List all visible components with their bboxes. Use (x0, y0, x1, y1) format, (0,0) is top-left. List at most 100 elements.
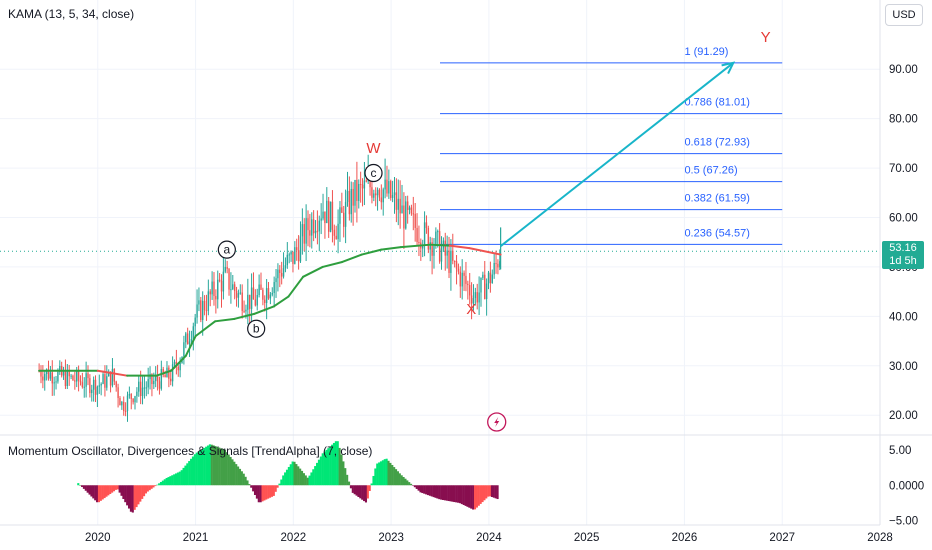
candle-body (85, 373, 87, 387)
candle-body (474, 292, 477, 299)
histogram-bar (410, 483, 413, 486)
candle-body (369, 176, 371, 188)
candle-body (324, 211, 326, 224)
candle-body (119, 397, 121, 406)
candle-body (226, 266, 228, 269)
candle-body (94, 379, 97, 395)
histogram-bar (206, 445, 210, 486)
price-candles (38, 154, 502, 422)
candle-body (72, 375, 74, 381)
candle-body (311, 219, 313, 236)
currency-button[interactable]: USD (885, 4, 923, 26)
candle-body (465, 275, 467, 284)
histogram-bar (462, 485, 465, 506)
histogram-bar (116, 485, 119, 490)
candle-body (435, 231, 437, 246)
histogram-bar (316, 462, 319, 486)
projection-arrow[interactable] (500, 61, 736, 247)
candle-body (273, 282, 275, 294)
histogram-bar (284, 472, 287, 486)
wave-circle-b (247, 319, 266, 338)
candle-body (185, 333, 187, 343)
histogram-bar (479, 485, 482, 504)
candle-body (207, 291, 210, 311)
candle-body (453, 260, 456, 262)
histogram-bar (402, 477, 405, 486)
candle-body (215, 296, 217, 300)
histogram-bar (344, 468, 347, 486)
candle-body (124, 410, 127, 412)
histogram-bar (216, 446, 219, 486)
histogram-bar (449, 485, 452, 502)
histogram-bar (287, 466, 290, 486)
candle-body (158, 381, 161, 389)
candle-body (288, 254, 290, 256)
candle-body (450, 250, 452, 273)
histogram-bar (428, 485, 431, 496)
histogram-bar (440, 485, 443, 500)
histogram-bar (312, 469, 315, 486)
candle-body (190, 339, 193, 342)
kama-segment (214, 317, 236, 323)
histogram-bar (146, 485, 149, 492)
kama-segment (341, 253, 363, 263)
histogram-bar (436, 485, 439, 499)
candle-body (322, 211, 324, 219)
candle-body (40, 370, 42, 377)
histogram-bar (490, 485, 493, 497)
candle-body (121, 401, 123, 406)
histogram-bar (112, 485, 116, 492)
histogram-bar (257, 485, 260, 503)
histogram-bar (169, 476, 172, 486)
wave-circle-a (217, 240, 236, 259)
candle-body (280, 273, 283, 277)
histogram-bar (246, 480, 249, 486)
wave-label-a: a (224, 243, 231, 257)
histogram-bar (137, 485, 140, 505)
price-tick-label: 80.00 (889, 114, 918, 126)
histogram-bar (182, 467, 185, 486)
candle-body (111, 368, 114, 386)
histogram-bar (432, 485, 435, 498)
histogram-bar (158, 483, 161, 486)
candle-body (264, 299, 266, 304)
candle-body (457, 268, 460, 272)
candle-body (472, 298, 475, 304)
candle-body (154, 375, 157, 381)
candle-body (76, 371, 78, 382)
histogram-bar (468, 485, 471, 508)
histogram-bar (413, 485, 416, 488)
fib-level-label: 0.786 (81.01) (684, 97, 749, 109)
candle-body (62, 371, 65, 376)
histogram-bar (122, 485, 125, 499)
histogram-bar (124, 485, 127, 503)
histogram-bar (103, 485, 106, 499)
histogram-bar (466, 485, 469, 507)
candle-body (326, 200, 328, 224)
kama-segment (468, 247, 502, 256)
candle-body (491, 274, 493, 283)
oscillator-histogram (77, 441, 499, 513)
candle-body (232, 284, 234, 290)
histogram-bar (334, 441, 337, 486)
candle-body (230, 289, 232, 291)
histogram-bar (496, 485, 499, 500)
candle-body (395, 192, 398, 210)
kama-line (38, 243, 502, 377)
candle-body (386, 179, 388, 194)
candle-body (141, 387, 144, 397)
histogram-bar (472, 485, 475, 510)
histogram-bar (357, 485, 360, 497)
candle-body (335, 235, 337, 240)
candle-body (147, 379, 149, 388)
histogram-bar (364, 485, 368, 503)
histogram-bar (425, 485, 428, 495)
histogram-bar (156, 484, 159, 486)
histogram-bar (225, 452, 228, 486)
histogram-bar (487, 485, 490, 497)
histogram-bar (349, 485, 352, 489)
histogram-bar (406, 480, 409, 486)
histogram-bar (434, 485, 437, 498)
histogram-bar (265, 485, 268, 500)
candle-body (115, 381, 117, 388)
